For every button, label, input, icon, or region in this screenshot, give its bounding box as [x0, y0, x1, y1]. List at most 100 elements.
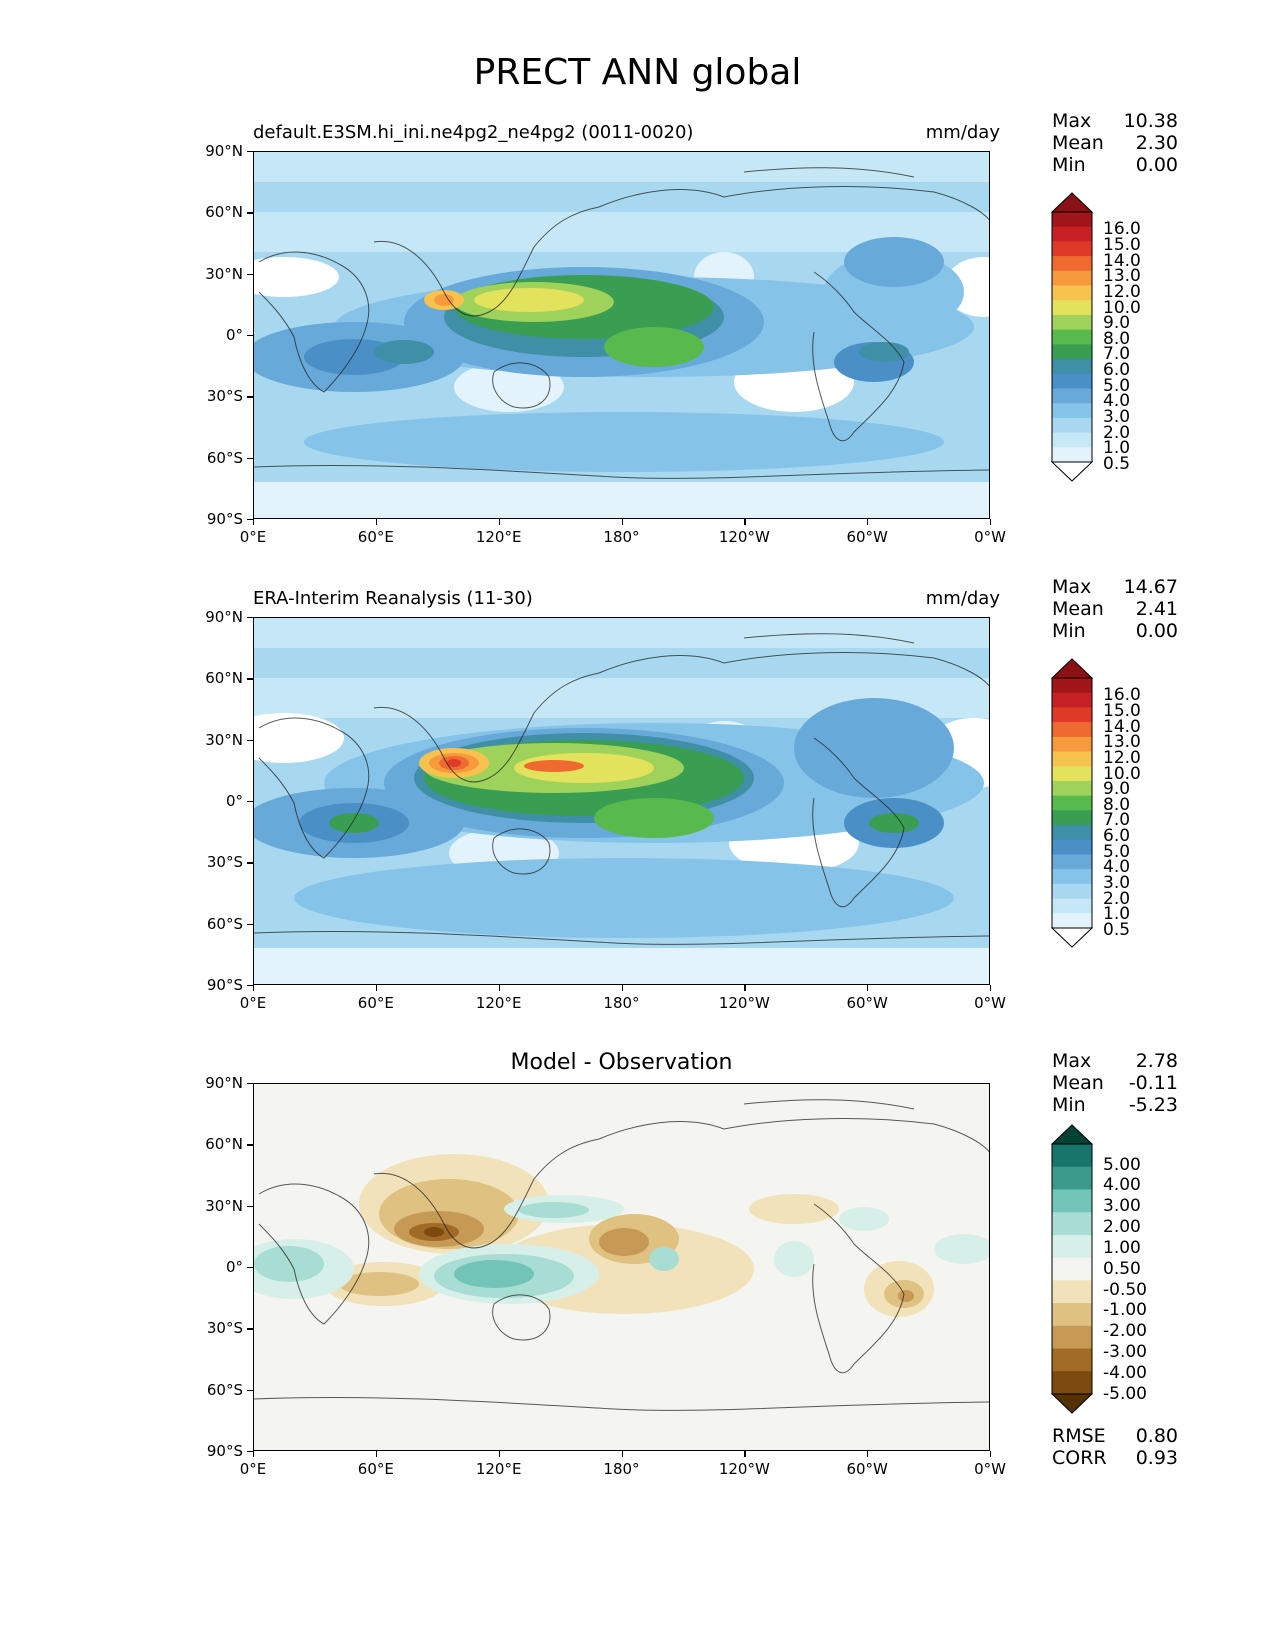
colorbar-segment [1052, 241, 1092, 257]
colorbar-segment [1052, 898, 1092, 914]
lon-tick [990, 1451, 992, 1457]
precip-field [254, 152, 989, 518]
colorbar-segment [1052, 447, 1092, 463]
colorbar-label: 1.0 [1103, 438, 1131, 459]
lon-tick [253, 1451, 255, 1457]
colorbar-segment [1052, 285, 1092, 301]
colorbar-label: 9.0 [1103, 779, 1131, 800]
colorbar-segment [1052, 722, 1092, 738]
stat-rmse: RMSE 0.80 [1052, 1425, 1178, 1447]
colorbar-segment [1052, 226, 1092, 242]
lat-tick [247, 1083, 253, 1085]
colorbar-segment [1052, 212, 1092, 228]
lon-label: 120°E [475, 994, 522, 1012]
observation-panel: ERA-Interim Reanalysis (11-30) mm/day [0, 576, 1275, 1046]
lon-tick [744, 1451, 746, 1457]
colorbar-segment [1052, 795, 1092, 811]
colorbar-extend-min [1051, 461, 1093, 482]
colorbar-label: 0.50 [1103, 1258, 1141, 1279]
lat-tick [247, 273, 253, 275]
colorbar-segment [1052, 359, 1092, 375]
colorbar-label: 10.0 [1103, 763, 1141, 784]
lon-label: 0°W [974, 1460, 1006, 1478]
lat-tick [247, 457, 253, 459]
lat-label: 90°S [206, 1442, 243, 1460]
lat-label: 90°S [206, 976, 243, 994]
lat-label: 60°S [206, 1380, 243, 1399]
colorbar-label: -2.00 [1103, 1321, 1147, 1342]
colorbar-segment [1052, 1280, 1092, 1304]
colorbar-label: 5.0 [1103, 841, 1131, 862]
colorbar-segment [1052, 751, 1092, 767]
colorbar-label: 8.0 [1103, 794, 1131, 815]
colorbar-extend-min [1051, 1393, 1093, 1414]
colorbar-label: 4.0 [1103, 857, 1131, 878]
lat-tick [247, 1267, 253, 1269]
lon-label: 120°E [475, 528, 522, 546]
lon-tick [375, 1451, 378, 1457]
lon-label: 0°E [239, 994, 267, 1012]
lon-tick [867, 519, 869, 525]
colorbar-segment [1052, 736, 1092, 753]
lon-label: 0°E [239, 1460, 267, 1478]
colorbar-segment [1052, 417, 1092, 434]
stats-block: Max 10.38 Mean 2.30 Min 0.00 [1052, 110, 1178, 176]
colorbar-segment [1052, 1257, 1092, 1281]
lat-tick [247, 862, 253, 864]
metrics-block: RMSE 0.80 CORR 0.93 [1052, 1425, 1178, 1469]
colorbar-label: -4.00 [1103, 1362, 1147, 1383]
colorbar-segment [1052, 678, 1092, 694]
lon-label: 120°W [718, 528, 770, 546]
lon-label: 0°W [974, 994, 1006, 1012]
difference-panel: Model - Observation [0, 1042, 1275, 1512]
lon-label: 0°W [974, 528, 1006, 546]
colorbar-label: 1.00 [1103, 1237, 1141, 1258]
lat-label: 90°S [206, 510, 243, 528]
colorbar-label: 14.0 [1103, 716, 1141, 737]
lon-tick [498, 519, 500, 525]
colorbar-segment [1052, 810, 1092, 826]
colorbar-label: 16.0 [1103, 685, 1141, 706]
units-label: mm/day [925, 122, 1000, 143]
colorbar-label: 15.0 [1103, 701, 1141, 721]
panel-title: Model - Observation [510, 1050, 733, 1075]
colorbar-segment [1052, 270, 1092, 287]
lat-tick [247, 519, 253, 521]
colorbar-segment [1052, 825, 1092, 841]
lon-tick [621, 1451, 623, 1457]
lat-tick [247, 1451, 253, 1453]
lon-label: 120°W [718, 994, 770, 1012]
colorbar-label: 10.0 [1103, 297, 1141, 318]
difference-field [254, 1084, 989, 1450]
stats-block: Max 2.78 Mean -0.11 Min -5.23 [1052, 1050, 1178, 1116]
stat-corr: CORR 0.93 [1052, 1447, 1178, 1469]
lat-label: 60°N [205, 1135, 243, 1154]
lat-label: 30°S [206, 387, 243, 406]
lat-label: 30°S [206, 1319, 243, 1338]
colorbar-outline [1051, 211, 1093, 463]
colorbar-label: 3.0 [1103, 872, 1131, 893]
lon-tick [867, 985, 869, 991]
lat-label: 0° [225, 1258, 243, 1276]
lon-tick [253, 985, 255, 991]
colorbar-segment [1052, 329, 1092, 345]
colorbar-segment [1052, 883, 1092, 900]
stat-min: Min 0.00 [1052, 620, 1178, 642]
lat-label: 0° [225, 326, 243, 344]
lon-label: 60°W [846, 528, 888, 546]
colorbar-segment [1052, 373, 1092, 389]
colorbar-segment [1052, 854, 1092, 870]
stat-max: Max 2.78 [1052, 1050, 1178, 1072]
stat-max: Max 14.67 [1052, 576, 1178, 598]
colorbar-label: 0.5 [1103, 919, 1131, 940]
colorbar-label: 3.0 [1103, 406, 1131, 427]
colorbar-segment [1052, 780, 1092, 797]
colorbar-label: 4.0 [1103, 391, 1131, 412]
colorbar-label: -5.00 [1103, 1383, 1147, 1404]
colorbar-label: 9.0 [1103, 313, 1131, 334]
colorbar-segment [1052, 913, 1092, 929]
map-plot [253, 151, 990, 519]
colorbar-label: 0.5 [1103, 453, 1131, 474]
colorbar-segment [1052, 692, 1092, 708]
map-plot [253, 1083, 990, 1451]
